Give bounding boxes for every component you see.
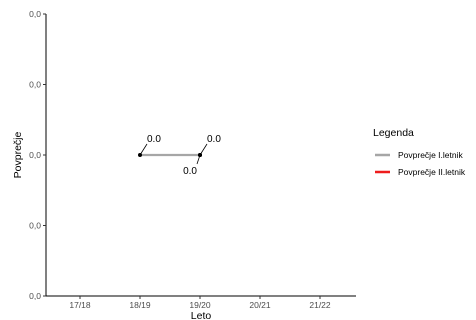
y-tick-label: 0,0 [29,291,41,301]
x-ticks: 17/18 18/19 19/20 20/21 21/22 [69,296,331,310]
y-tick-label: 0,0 [29,221,41,231]
y-tick-label: 0,0 [29,150,41,160]
y-axis-title: Povprečje [12,132,24,179]
data-label: 0.0 [183,166,197,177]
y-tick-label: 0,0 [29,80,41,90]
data-label: 0.0 [147,134,161,145]
legend-label: Povprečje I.letnik [398,150,463,160]
legend-label: Povprečje II.letnik [398,167,466,177]
data-label-leader [196,154,201,165]
x-tick-label: 17/18 [69,300,91,310]
legend: Legenda Povprečje I.letnik Povprečje II.l… [373,127,466,177]
legend-title: Legenda [373,127,414,139]
x-tick-label: 21/22 [309,300,331,310]
legend-entries: Povprečje I.letnik Povprečje II.letnik [375,150,466,177]
y-tick-label: 0,0 [29,9,41,19]
data-label: 0.0 [207,134,221,145]
x-axis-title: Leto [191,310,212,320]
series-layer [138,153,202,157]
data-label-leader [139,143,148,156]
y-ticks: 0,0 0,0 0,0 0,0 0,0 [29,9,46,301]
x-tick-label: 19/20 [189,300,211,310]
x-tick-label: 18/19 [129,300,151,310]
data-label-leader [199,143,208,156]
x-tick-label: 20/21 [249,300,271,310]
data-labels: 0.0 0.0 0.0 [139,134,221,177]
